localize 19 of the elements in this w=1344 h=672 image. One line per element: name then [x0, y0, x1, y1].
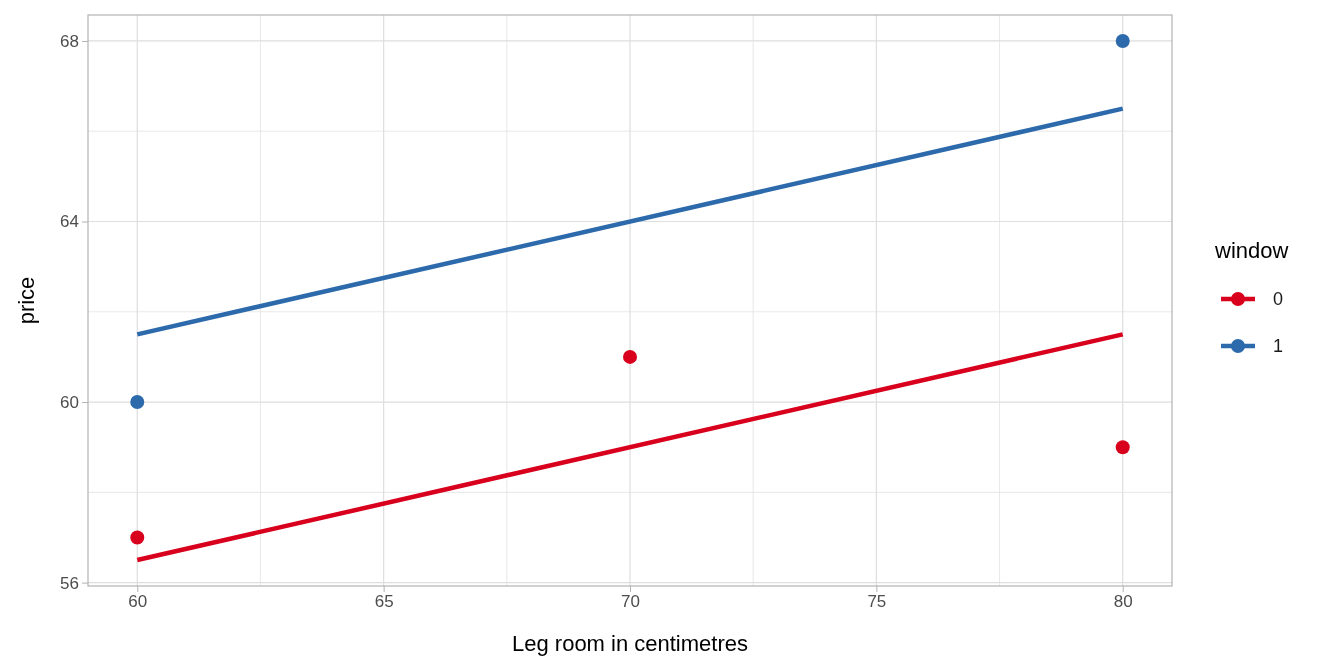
point: [1115, 440, 1130, 455]
x-tick-label: 65: [374, 592, 394, 612]
point: [130, 395, 145, 410]
x-tick-label: 70: [621, 592, 640, 612]
x-tick-label: 75: [867, 592, 887, 612]
y-tick-label: 56: [60, 573, 79, 593]
legend-label: 0: [1273, 289, 1284, 309]
point: [130, 530, 145, 545]
y-tick-label: 64: [60, 212, 79, 232]
x-axis-title: Leg room in centimetres: [512, 631, 748, 656]
y-axis-title: price: [14, 276, 39, 325]
x-tick-label: 80: [1113, 592, 1133, 612]
y-tick-label: 68: [60, 31, 79, 51]
x-tick-label: 60: [128, 592, 148, 612]
point: [623, 349, 637, 364]
point: [1115, 33, 1130, 48]
legend-label: 1: [1273, 336, 1284, 356]
legend-title: window: [1214, 238, 1289, 263]
y-tick-label: 60: [60, 393, 79, 412]
